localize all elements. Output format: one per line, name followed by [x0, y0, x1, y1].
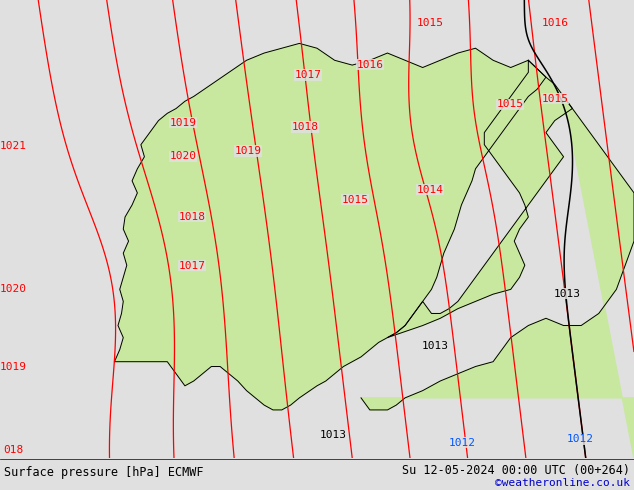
Text: 1015: 1015 — [342, 195, 368, 205]
Text: 1018: 1018 — [179, 212, 205, 221]
Text: 1016: 1016 — [356, 60, 384, 70]
Text: Surface pressure [hPa] ECMWF: Surface pressure [hPa] ECMWF — [4, 466, 204, 479]
Text: 1012: 1012 — [567, 435, 593, 444]
Text: 1019: 1019 — [0, 362, 27, 371]
Text: 1016: 1016 — [541, 18, 569, 28]
Polygon shape — [361, 97, 634, 458]
Text: 1017: 1017 — [295, 70, 321, 80]
Text: Su 12-05-2024 00:00 UTC (00+264): Su 12-05-2024 00:00 UTC (00+264) — [402, 464, 630, 477]
Text: 1012: 1012 — [448, 438, 476, 447]
Text: 1015: 1015 — [541, 94, 569, 104]
Text: 1018: 1018 — [292, 122, 318, 132]
Text: 1021: 1021 — [0, 141, 27, 151]
Text: 018: 018 — [3, 445, 23, 455]
Text: 1020: 1020 — [0, 285, 27, 294]
Polygon shape — [115, 44, 546, 410]
Text: 1015: 1015 — [496, 99, 524, 109]
Text: 1015: 1015 — [417, 18, 444, 28]
Polygon shape — [387, 60, 573, 338]
Text: 1013: 1013 — [422, 341, 448, 351]
Text: 1019: 1019 — [169, 118, 197, 128]
Text: 1019: 1019 — [235, 146, 261, 156]
Text: 1013: 1013 — [320, 430, 347, 440]
Text: 1013: 1013 — [553, 289, 581, 298]
Text: 1020: 1020 — [169, 151, 197, 161]
Text: 1017: 1017 — [179, 261, 205, 270]
Text: 1014: 1014 — [417, 185, 444, 195]
Text: ©weatheronline.co.uk: ©weatheronline.co.uk — [495, 478, 630, 488]
